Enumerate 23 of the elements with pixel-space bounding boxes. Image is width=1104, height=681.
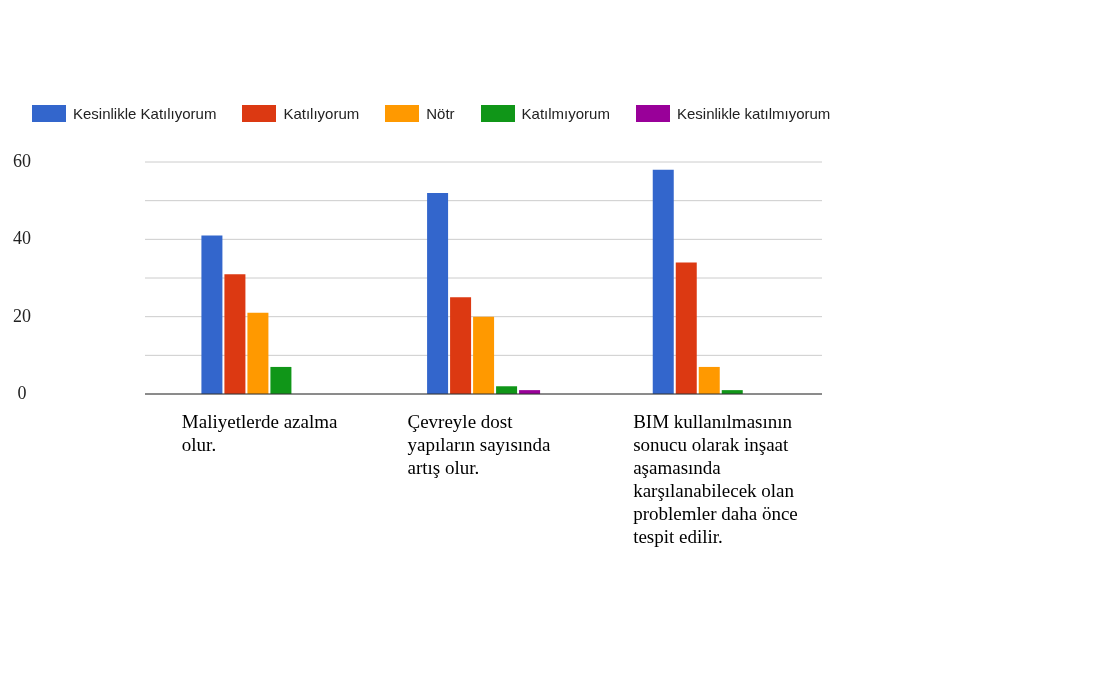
bar xyxy=(247,312,269,394)
bar xyxy=(270,366,292,394)
y-tick-label: 0 xyxy=(17,383,27,403)
bar xyxy=(496,386,518,394)
bar xyxy=(652,169,674,394)
x-tick-label: Çevreyle dost yapıların sayısında artış olur. xyxy=(407,411,552,478)
bar xyxy=(427,192,449,394)
x-tick-label: BIM kullanılmasının sonucu olarak inşaat aşamasında karşılanabilecek olan problemler daha önce tespit edilir. xyxy=(633,411,798,547)
legend-label: Nötr xyxy=(426,105,455,122)
bar xyxy=(473,316,495,394)
bar xyxy=(224,274,246,394)
legend-label: Kesinlikle Katılıyorum xyxy=(73,105,217,122)
legend-label: Kesinlikle katılmıyorum xyxy=(676,105,831,122)
x-tick-label: Maliyetlerde azalma olur. xyxy=(181,411,339,455)
bar xyxy=(698,366,720,394)
bar xyxy=(201,235,223,394)
y-tick-label: 20 xyxy=(13,305,31,326)
bar xyxy=(450,297,472,394)
y-tick-label: 40 xyxy=(13,228,31,249)
legend-label: Katılmıyorum xyxy=(521,105,610,122)
legend-label: Katılıyorum xyxy=(283,105,360,122)
bar xyxy=(675,262,697,394)
y-tick-label: 60 xyxy=(13,151,31,171)
